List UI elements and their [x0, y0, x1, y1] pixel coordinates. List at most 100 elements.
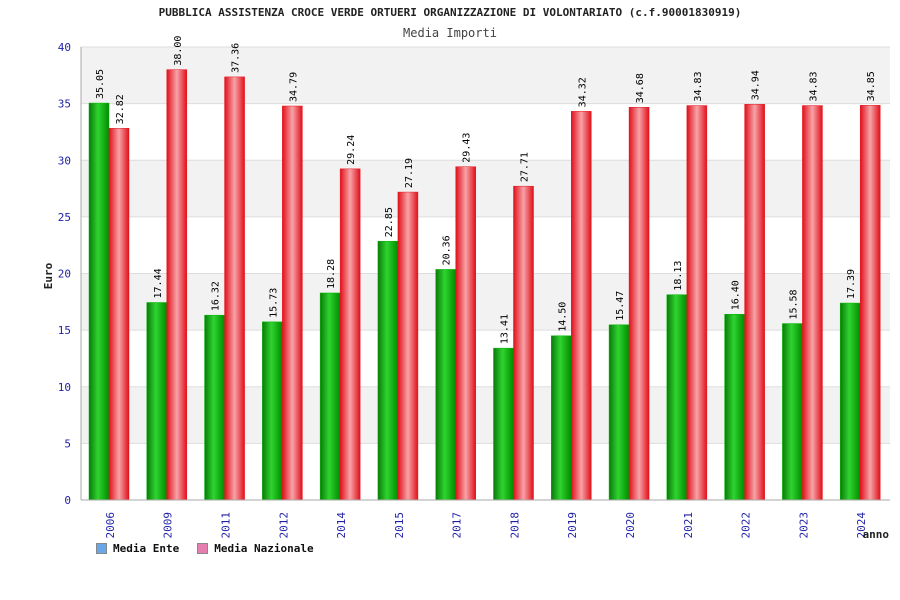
y-tick-label: 35 [58, 98, 71, 111]
legend-item-media-nazionale: Media Nazionale [197, 542, 314, 555]
x-tick-label: 2022 [740, 512, 753, 539]
data-label-media-ente: 16.40 [731, 280, 742, 310]
bar-media-nazionale [571, 111, 592, 501]
legend-label-media-ente: Media Ente [113, 542, 180, 555]
data-label-media-ente: 22.85 [384, 207, 395, 237]
x-tick-label: 2009 [162, 512, 175, 539]
bar-media-nazionale [513, 185, 534, 501]
x-tick-label: 2018 [508, 512, 521, 539]
bar-media-nazionale [802, 105, 823, 501]
x-tick-label: 2014 [335, 512, 348, 539]
bar-media-ente [319, 292, 341, 501]
bar-media-ente [493, 347, 514, 501]
bar-media-ente [435, 269, 456, 501]
bar-media-nazionale [282, 105, 303, 501]
bar-media-nazionale [859, 105, 881, 501]
data-label-media-ente: 15.58 [788, 289, 799, 319]
bar-media-nazionale [686, 105, 708, 501]
x-tick-label: 2019 [566, 512, 579, 539]
data-label-media-ente: 15.73 [268, 288, 279, 318]
data-label-media-nazionale: 34.85 [866, 71, 877, 101]
data-label-media-nazionale: 34.83 [808, 71, 819, 101]
data-label-media-ente: 17.44 [153, 268, 164, 298]
data-label-media-nazionale: 27.19 [404, 158, 415, 188]
y-tick-label: 0 [64, 494, 71, 507]
y-tick-label: 15 [58, 324, 71, 337]
data-label-media-nazionale: 27.71 [520, 152, 531, 182]
data-label-media-nazionale: 34.68 [635, 73, 646, 103]
bar-media-ente [88, 102, 110, 501]
bar-media-ente [204, 314, 225, 501]
bar-media-nazionale [166, 69, 188, 501]
y-tick-label: 10 [58, 381, 71, 394]
y-tick-label: 40 [58, 41, 71, 54]
data-label-media-nazionale: 34.83 [693, 71, 704, 101]
bar-media-nazionale [339, 168, 361, 501]
grid-band [81, 103, 890, 161]
y-tick-label: 25 [58, 211, 71, 224]
y-tick-label: 30 [58, 154, 71, 167]
data-label-media-ente: 18.13 [673, 261, 684, 291]
bar-media-ente [551, 335, 572, 501]
chart-subtitle: Media Importi [403, 26, 497, 40]
data-label-media-ente: 20.36 [442, 235, 453, 265]
bar-media-ente [666, 294, 688, 501]
bar-media-ente [839, 302, 861, 501]
grid-band [81, 386, 890, 444]
bar-media-ente [146, 302, 168, 501]
grid-band [81, 330, 890, 387]
bar-media-nazionale [628, 106, 650, 501]
x-axis-label: anno [863, 528, 890, 541]
data-label-media-ente: 16.32 [211, 281, 222, 311]
legend-swatch-media-ente [96, 543, 107, 554]
legend-label-media-nazionale: Media Nazionale [214, 542, 314, 555]
grid-band [81, 160, 890, 217]
x-tick-label: 2021 [682, 512, 695, 539]
bar-media-nazionale [224, 76, 245, 501]
x-tick-label: 2011 [219, 512, 232, 539]
data-label-media-ente: 14.50 [557, 302, 568, 332]
x-tick-label: 2024 [855, 512, 868, 539]
y-axis-label: Euro [42, 262, 55, 289]
data-label-media-nazionale: 37.36 [231, 43, 242, 73]
bar-media-nazionale [455, 166, 476, 501]
grid-band [81, 47, 890, 104]
legend-swatch-media-nazionale [197, 543, 209, 554]
x-tick-label: 2006 [104, 512, 117, 539]
data-label-media-nazionale: 34.94 [751, 70, 762, 100]
x-tick-label: 2023 [797, 512, 810, 539]
x-tick-label: 2015 [393, 512, 406, 539]
x-tick-label: 2012 [277, 512, 290, 539]
data-label-media-ente: 35.05 [95, 69, 106, 99]
y-tick-label: 5 [64, 437, 71, 450]
legend-item-media-ente: Media Ente [96, 542, 179, 555]
data-label-media-ente: 13.41 [500, 314, 511, 344]
data-label-media-nazionale: 29.43 [462, 133, 473, 163]
x-tick-label: 2020 [624, 512, 637, 539]
bar-media-nazionale [397, 191, 419, 501]
bar-media-ente [608, 324, 630, 501]
bar-media-ente [377, 240, 399, 501]
data-label-media-nazionale: 34.32 [577, 77, 588, 107]
y-tick-label: 20 [58, 268, 71, 281]
grid-band [81, 443, 890, 500]
grid-band [81, 216, 890, 274]
x-tick-label: 2017 [451, 512, 464, 539]
data-label-media-nazionale: 38.00 [173, 36, 184, 66]
data-label-media-ente: 15.47 [615, 291, 626, 321]
chart-title: PUBBLICA ASSISTENZA CROCE VERDE ORTUERI … [158, 6, 742, 19]
bar-media-ente [724, 314, 745, 501]
grid-band [81, 273, 890, 331]
data-label-media-nazionale: 32.82 [115, 94, 126, 124]
data-label-media-nazionale: 29.24 [346, 135, 357, 165]
data-label-media-ente: 18.28 [326, 259, 337, 289]
data-label-media-ente: 17.39 [846, 269, 857, 299]
bar-media-nazionale [108, 128, 130, 501]
bar-media-ente [782, 323, 803, 501]
legend: Media Ente Media Nazionale [96, 542, 314, 555]
bar-media-ente [262, 321, 283, 501]
bar-media-nazionale [744, 104, 765, 501]
data-label-media-nazionale: 34.79 [288, 72, 299, 102]
